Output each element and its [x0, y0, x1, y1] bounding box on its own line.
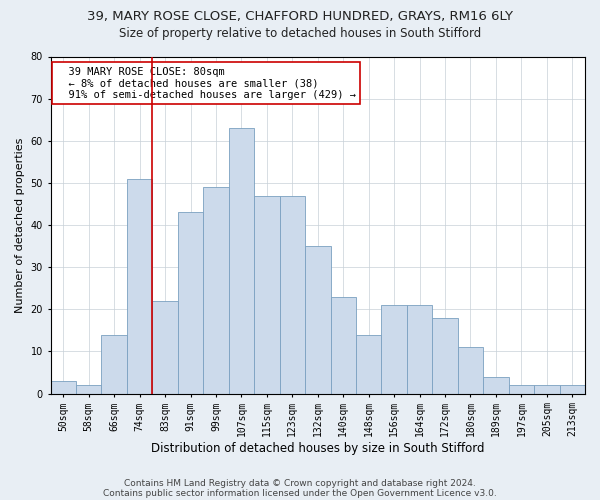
Bar [534, 385, 560, 394]
Text: Contains public sector information licensed under the Open Government Licence v3: Contains public sector information licen… [103, 488, 497, 498]
Text: 39 MARY ROSE CLOSE: 80sqm
  ← 8% of detached houses are smaller (38)
  91% of se: 39 MARY ROSE CLOSE: 80sqm ← 8% of detach… [56, 66, 356, 100]
Text: Size of property relative to detached houses in South Stifford: Size of property relative to detached ho… [119, 28, 481, 40]
Bar [331, 296, 356, 394]
Bar [356, 334, 382, 394]
Bar [101, 334, 127, 394]
Bar [509, 385, 534, 394]
Bar [382, 305, 407, 394]
Bar [433, 318, 458, 394]
Text: 39, MARY ROSE CLOSE, CHAFFORD HUNDRED, GRAYS, RM16 6LY: 39, MARY ROSE CLOSE, CHAFFORD HUNDRED, G… [87, 10, 513, 23]
Bar [178, 212, 203, 394]
Bar [254, 196, 280, 394]
Bar [280, 196, 305, 394]
Bar [458, 347, 483, 394]
Text: Contains HM Land Registry data © Crown copyright and database right 2024.: Contains HM Land Registry data © Crown c… [124, 478, 476, 488]
Bar [50, 381, 76, 394]
Bar [229, 128, 254, 394]
Bar [152, 301, 178, 394]
X-axis label: Distribution of detached houses by size in South Stifford: Distribution of detached houses by size … [151, 442, 485, 455]
Bar [76, 385, 101, 394]
Bar [483, 376, 509, 394]
Bar [127, 178, 152, 394]
Bar [305, 246, 331, 394]
Y-axis label: Number of detached properties: Number of detached properties [15, 138, 25, 312]
Bar [560, 385, 585, 394]
Bar [407, 305, 433, 394]
Bar [203, 187, 229, 394]
